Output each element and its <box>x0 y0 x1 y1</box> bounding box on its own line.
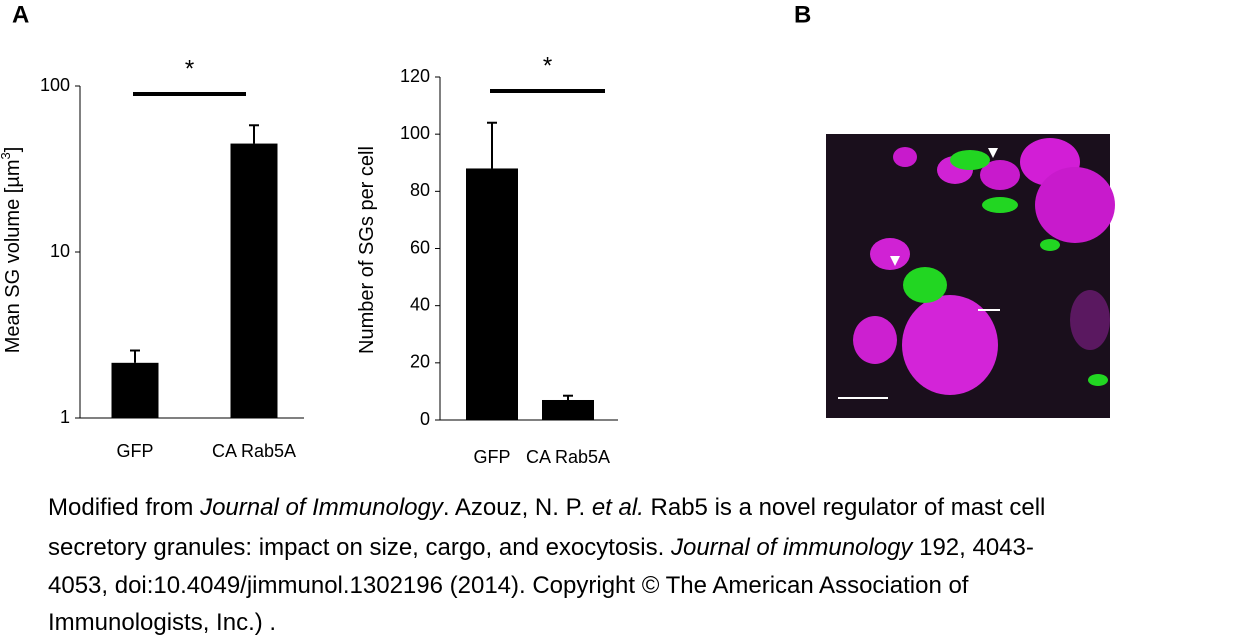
x-tick-label: GFP <box>473 447 510 467</box>
x-tick-label: CA Rab5A <box>526 447 610 467</box>
granule <box>870 238 910 270</box>
caption-text: Immunologists, Inc.) . <box>48 609 277 636</box>
caption-text: 4053, doi:10.4049/jimmunol.1302196 (2014… <box>48 572 969 599</box>
y-axis-label: Number of SGs per cell <box>356 146 378 354</box>
caption-text: . Azouz, N. P. <box>442 494 592 521</box>
error-bar <box>130 349 140 363</box>
caption-text: Journal of Immunology <box>200 494 443 521</box>
y-tick-label: 100 <box>40 75 70 95</box>
bar <box>230 143 278 419</box>
arrowhead <box>988 148 998 158</box>
caption-line: Immunologists, Inc.) . <box>48 609 276 637</box>
caption-text: secretory granules: impact on size, carg… <box>48 534 671 561</box>
x-tick-label: GFP <box>116 441 153 461</box>
granule <box>980 160 1020 190</box>
error-bar <box>563 394 573 400</box>
bar <box>466 168 518 420</box>
bar <box>111 362 159 418</box>
caption-line: 4053, doi:10.4049/jimmunol.1302196 (2014… <box>48 572 968 600</box>
y-axis-label: Mean SG volume [µm3] <box>0 147 24 354</box>
y-axis-label-part: Number of SGs per cell <box>356 146 378 354</box>
bar <box>542 399 594 420</box>
y-tick-label: 100 <box>400 123 430 143</box>
y-tick-label: 20 <box>410 352 430 372</box>
green-signal <box>1088 374 1108 386</box>
green-signal <box>982 197 1018 213</box>
caption-text: Journal of immunology <box>670 534 913 561</box>
significance-label: * <box>185 55 194 82</box>
panel-label: A <box>12 1 29 28</box>
y-tick-label: 60 <box>410 237 430 257</box>
y-axis-label-part: Mean SG volume [µm <box>2 159 24 353</box>
caption-text: 192, 4043- <box>912 534 1034 561</box>
granule <box>902 295 998 395</box>
granule <box>1035 167 1115 243</box>
green-signal <box>903 267 947 303</box>
caption-text: Rab5 is a novel regulator of mast cell <box>643 494 1046 521</box>
green-signal <box>1040 239 1060 251</box>
y-axis-label-part: ] <box>2 147 24 153</box>
error-bar <box>487 121 497 169</box>
y-tick-label: 10 <box>50 241 70 261</box>
panel-label: B <box>794 1 811 28</box>
error-bar <box>249 124 259 144</box>
arrowhead <box>890 256 900 266</box>
x-tick-label: CA Rab5A <box>212 441 296 461</box>
granule <box>853 316 897 364</box>
granule <box>1070 290 1110 350</box>
significance-label: * <box>543 52 552 79</box>
y-tick-label: 120 <box>400 66 430 86</box>
caption-text: Modified from <box>48 494 201 521</box>
caption-text: et al. <box>591 494 644 521</box>
green-signal <box>950 150 990 170</box>
caption-line: Modified from Journal of Immunology. Azo… <box>48 494 1045 522</box>
caption-line: secretory granules: impact on size, carg… <box>48 534 1034 562</box>
granule <box>893 147 917 167</box>
y-axis-label-part: 3 <box>0 152 13 159</box>
micrograph <box>826 134 1115 418</box>
y-tick-label: 40 <box>410 294 430 314</box>
y-tick-label: 80 <box>410 180 430 200</box>
y-tick-label: 0 <box>420 409 430 429</box>
y-tick-label: 1 <box>60 407 70 427</box>
